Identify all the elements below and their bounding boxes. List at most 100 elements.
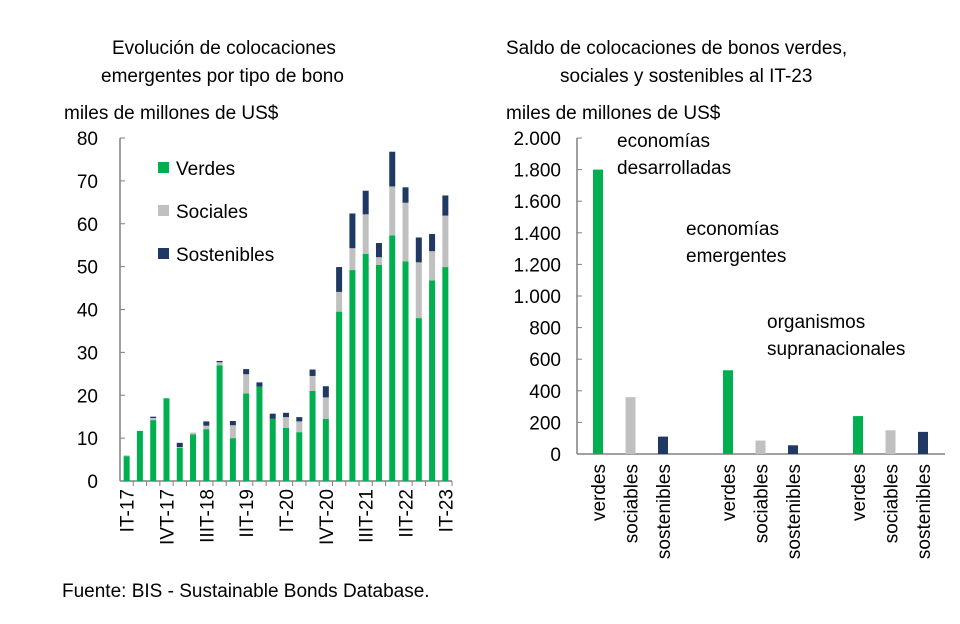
bar-sociales	[123, 455, 130, 457]
right-title-line1: Saldo de colocaciones de bonos verdes,	[506, 38, 848, 59]
legend-label-sociales: Sociales	[176, 202, 248, 223]
left-x-tick-label: IT-17	[118, 489, 139, 532]
bar-sociables	[885, 430, 896, 454]
bar-verdes	[415, 318, 422, 481]
bar-verdes	[723, 370, 733, 454]
bar-sociables	[625, 397, 636, 454]
bar-sostenibles	[349, 213, 356, 249]
source-note: Fuente: BIS - Sustainable Bonds Database…	[62, 581, 430, 602]
bar-sociales	[336, 291, 343, 312]
bar-sostenibles	[176, 442, 183, 448]
group-label-line1: economías	[686, 219, 779, 240]
bar-verdes	[190, 434, 197, 481]
right-y-tick-label: 1.400	[513, 224, 561, 245]
left-y-tick-label: 20	[77, 386, 98, 407]
bar-verdes	[203, 429, 210, 481]
bar-verdes	[296, 432, 303, 481]
bar-sostenibles	[322, 386, 329, 398]
right-y-tick-label: 1.000	[513, 287, 561, 308]
bar-verdes	[336, 311, 343, 481]
right-y-tick-label: 1.200	[513, 255, 561, 276]
bar-sostenibles	[336, 267, 343, 292]
right-y-tick-label: 600	[529, 350, 561, 371]
bar-sostenibles	[203, 421, 210, 426]
bar-verdes	[402, 261, 409, 481]
left-ylabel: miles de millones de US$	[64, 103, 279, 124]
bar-sociales	[296, 421, 303, 433]
left-x-tick-label: IIIT-21	[357, 489, 378, 543]
bar-sostenibles	[788, 445, 798, 454]
bar-sostenibles	[918, 431, 928, 454]
legend-swatch-verdes	[158, 162, 169, 173]
left-x-tick-label: IT-23	[436, 489, 457, 532]
bar-sociales	[402, 202, 409, 262]
legend-label-verdes: Verdes	[176, 159, 235, 180]
right-y-tick-label: 1.600	[513, 192, 561, 213]
bar-sostenibles	[442, 195, 449, 216]
left-title-line1: Evolución de colocaciones	[112, 38, 336, 59]
bar-verdes	[593, 169, 603, 454]
bar-sostenibles	[216, 360, 223, 363]
left-x-tick-label: IIT-22	[397, 489, 418, 538]
group-label-line2: desarrolladas	[617, 158, 731, 179]
group-label-line2: emergentes	[686, 246, 786, 267]
bar-verdes	[269, 418, 276, 481]
bar-sociales	[216, 362, 223, 366]
bar-verdes	[243, 393, 250, 481]
right-x-tick-label: verdes	[589, 464, 610, 521]
bar-sociales	[415, 262, 422, 319]
right-x-tick-label: sociables	[752, 464, 773, 543]
bar-sostenibles	[256, 382, 263, 387]
bar-verdes	[283, 427, 289, 481]
left-y-tick-label: 70	[77, 172, 98, 193]
right-title-line2: sociales y sostenibles al IT-23	[560, 66, 813, 87]
left-y-tick-label: 80	[77, 129, 98, 150]
right-y-tick-label: 200	[529, 413, 561, 434]
bar-sostenibles	[150, 416, 157, 418]
right-x-tick-label: verdes	[719, 464, 740, 521]
bar-verdes	[176, 447, 183, 481]
left-x-tick-label: IIIT-18	[197, 489, 218, 543]
bar-verdes	[442, 267, 449, 481]
right-x-tick-label: sociables	[622, 464, 643, 543]
bar-verdes	[216, 365, 223, 481]
bar-sociales	[190, 432, 197, 435]
bar-verdes	[429, 280, 436, 481]
bar-verdes	[163, 398, 170, 481]
left-title-line2: emergentes por tipo de bono	[101, 66, 344, 87]
bar-sostenibles	[296, 417, 303, 422]
bar-sostenibles	[269, 413, 276, 419]
bar-verdes	[349, 270, 356, 481]
bar-sociales	[442, 215, 449, 268]
left-y-tick-label: 50	[77, 258, 98, 279]
bar-sociales	[349, 248, 356, 271]
bar-verdes	[389, 235, 396, 481]
group-label-line2: supranacionales	[767, 339, 905, 360]
left-x-tick-label: IIT-19	[237, 489, 258, 538]
bar-sostenibles	[658, 436, 668, 454]
bar-sostenibles	[429, 234, 436, 252]
right-x-tick-label: sociables	[882, 464, 903, 543]
left-x-tick-label: IVT-17	[157, 489, 178, 545]
group-label-line1: economías	[617, 131, 710, 152]
left-y-tick-label: 0	[87, 472, 98, 493]
bar-sociales	[322, 397, 329, 419]
right-y-tick-label: 0	[550, 445, 561, 466]
bar-sostenibles	[309, 369, 316, 376]
left-x-tick-label: IT-20	[277, 489, 298, 532]
right-x-tick-label: sostenibles	[914, 464, 935, 559]
right-x-tick-label: verdes	[849, 464, 870, 521]
right-x-tick-label: sostenibles	[654, 464, 675, 559]
bar-sociales	[150, 417, 157, 421]
bar-sociales	[229, 425, 236, 439]
bar-verdes	[322, 418, 329, 481]
right-y-tick-label: 2.000	[513, 129, 561, 150]
bar-sociales	[389, 186, 396, 236]
right-y-tick-label: 400	[529, 382, 561, 403]
group-label-line1: organismos	[767, 312, 865, 333]
bar-sociables	[755, 440, 766, 454]
bar-verdes	[853, 416, 863, 454]
legend-swatch-sociales	[158, 205, 169, 216]
bar-verdes	[256, 386, 263, 481]
